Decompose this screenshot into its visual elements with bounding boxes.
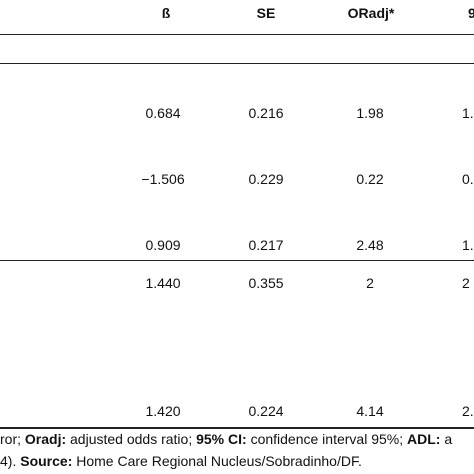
header-beta: ß (161, 5, 171, 21)
footnote-line-1: ror; Oradj: adjusted odds ratio; 95% CI:… (0, 431, 452, 447)
section-rule (0, 63, 474, 64)
cell-se-row5: 0.224 (248, 403, 284, 419)
footnote-term-oradj: Oradj: (24, 431, 67, 447)
cell-oradj-row2: 0.22 (356, 171, 384, 187)
cell-oradj-row1: 1.98 (356, 105, 384, 121)
footnote-line-2: 4). Source: Home Care Regional Nucleus/S… (0, 453, 362, 469)
cell-ci-row2: 0. (462, 171, 474, 187)
header-ci: 9 (468, 5, 474, 21)
footnote-source-label: Source: (20, 453, 73, 469)
bottom-rule (0, 427, 474, 429)
cell-se-row3: 0.217 (248, 237, 284, 253)
cell-ci-row5: 2. (462, 403, 474, 419)
footnote-term-ci: 95% CI: (196, 431, 247, 447)
cell-oradj-row4: 2 (366, 275, 374, 291)
cell-ci-row3: 1. (462, 237, 474, 253)
cell-oradj-row3: 2.48 (356, 237, 384, 253)
cell-beta-row2: −1.506 (141, 171, 185, 187)
cell-beta-row3: 0.909 (145, 237, 181, 253)
header-rule (0, 34, 474, 35)
cell-ci-row1: 1. (462, 105, 474, 121)
cell-beta-row1: 0.684 (145, 105, 181, 121)
footnote-text: confidence interval 95%; (246, 431, 408, 447)
group-rule (0, 260, 474, 261)
footnote-text: ror; (0, 431, 25, 447)
footnote-source-text: Home Care Regional Nucleus/Sobradinho/DF… (72, 453, 362, 469)
footnote-text: a (440, 431, 453, 447)
cell-ci-row4: 2 (462, 275, 470, 291)
cell-se-row2: 0.229 (248, 171, 284, 187)
cell-beta-row5: 1.420 (145, 403, 181, 419)
cell-beta-row4: 1.440 (145, 275, 181, 291)
cell-oradj-row5: 4.14 (356, 403, 384, 419)
footnote-text: adjusted odds ratio; (66, 431, 197, 447)
header-se: SE (256, 5, 276, 21)
header-oradj: ORadj* (347, 5, 395, 21)
footnote-text: 4). (0, 453, 21, 469)
cell-se-row4: 0.355 (248, 275, 284, 291)
cell-se-row1: 0.216 (248, 105, 284, 121)
footnote-term-adl: ADL: (407, 431, 441, 447)
